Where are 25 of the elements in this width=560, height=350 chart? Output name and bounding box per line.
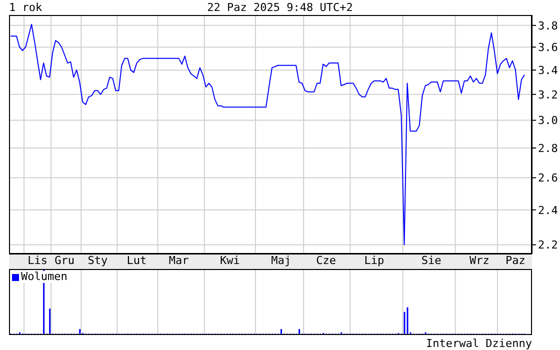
y-tick-label: 2.8 [538,142,558,155]
x-tick-label: Lis [28,254,48,267]
x-tick-label: Cze [316,254,336,267]
x-tick-label: Maj [271,254,291,267]
y-tick-label: 3.6 [538,41,558,54]
y-tick-label: 3.4 [538,64,558,77]
x-tick-label: Kwi [220,254,240,267]
y-tick-label: 2.6 [538,172,558,185]
x-tick-label: Lip [364,254,384,267]
y-tick-label: 2.4 [538,204,558,217]
y-tick-label: 3.0 [538,114,558,128]
chart-subtitle: 22 Paz 2025 9:48 UTC+2 [207,1,353,14]
x-tick-label: Paz [506,254,526,267]
x-tick-label: Gru [54,254,75,267]
legend-label: Wolumen [21,270,68,283]
y-tick-label: 3.8 [538,19,558,32]
x-tick-label: Sty [88,254,108,267]
y-tick-label: 2.2 [538,238,558,252]
y-tick-label: 3.2 [538,88,558,102]
chart-title: 1 rok [9,1,42,14]
x-tick-label: Lut [126,254,147,267]
x-tick-label: Sie [421,254,442,267]
text: Interwal Dzienny [426,337,532,350]
x-tick-label: Mar [168,254,190,267]
x-tick-label: Wrz [469,254,490,267]
